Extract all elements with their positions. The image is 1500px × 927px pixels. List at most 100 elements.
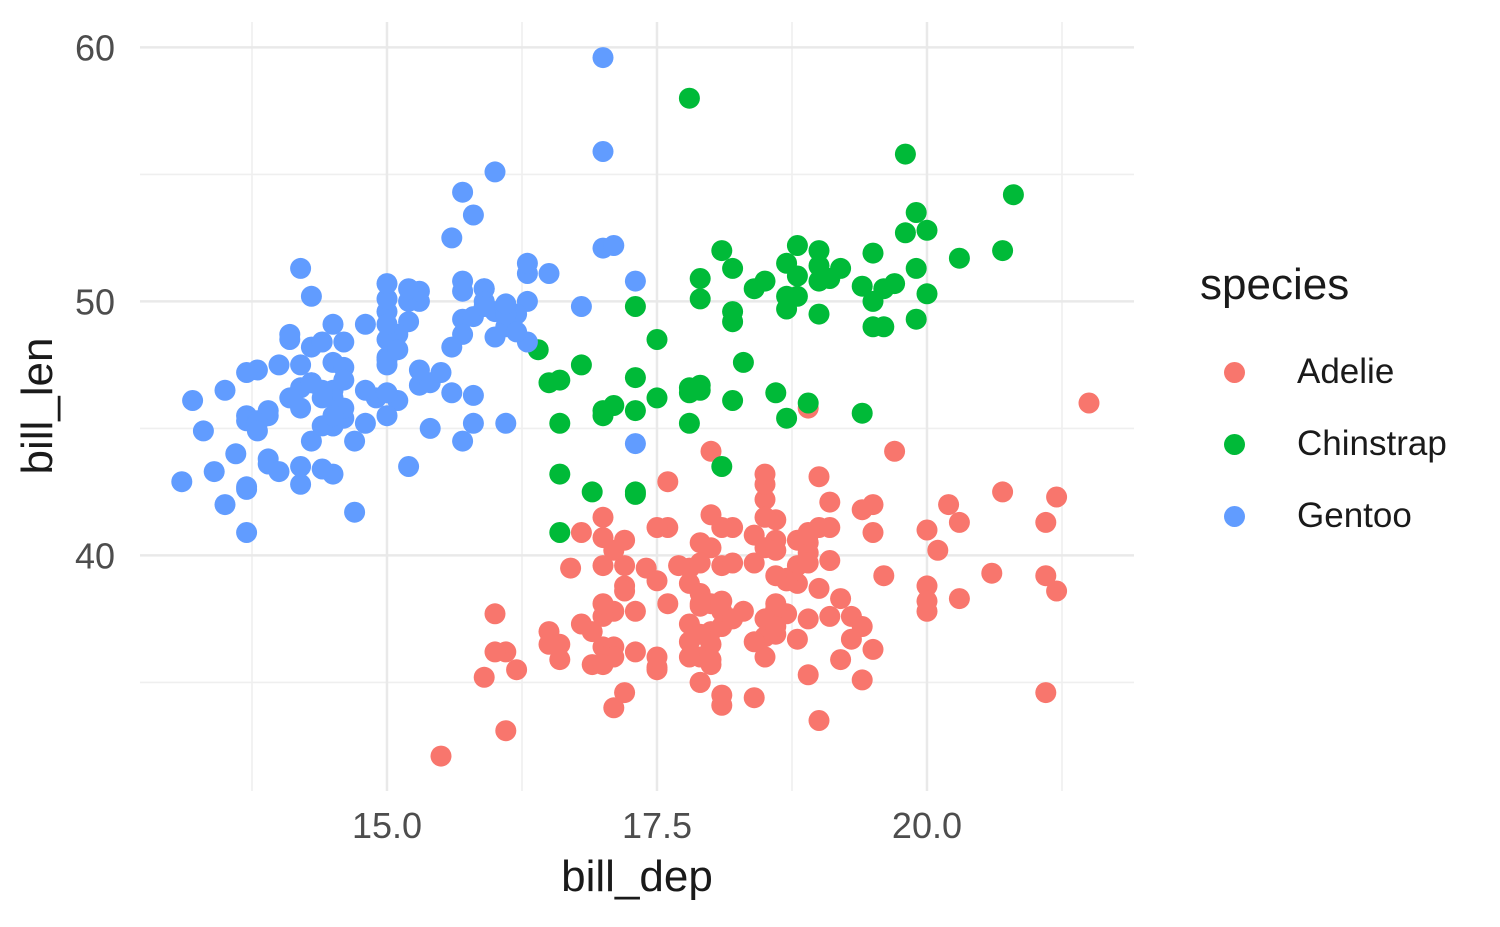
data-point-chinstrap xyxy=(689,288,711,310)
data-point-gentoo xyxy=(452,181,474,203)
data-point-gentoo xyxy=(441,382,463,404)
data-point-gentoo xyxy=(462,412,484,434)
data-point-adelie xyxy=(743,631,765,653)
data-point-gentoo xyxy=(344,430,366,452)
data-point-adelie xyxy=(678,646,700,668)
data-point-adelie xyxy=(560,557,582,579)
data-point-adelie xyxy=(538,633,560,655)
data-point-adelie xyxy=(754,489,776,510)
data-point-adelie xyxy=(549,649,571,671)
data-point-gentoo xyxy=(387,339,409,361)
gentoo-dot-icon xyxy=(1224,505,1245,527)
data-point-chinstrap xyxy=(916,283,938,305)
data-point-adelie xyxy=(646,517,668,538)
data-point-adelie xyxy=(797,552,819,574)
data-point-adelie xyxy=(689,532,711,554)
y-tick-label: 50 xyxy=(75,281,115,322)
data-point-chinstrap xyxy=(851,275,873,297)
data-point-adelie xyxy=(851,669,873,691)
data-point-chinstrap xyxy=(916,219,938,241)
data-point-adelie xyxy=(743,687,765,709)
data-point-adelie xyxy=(614,529,636,551)
data-point-gentoo xyxy=(268,354,290,376)
data-point-adelie xyxy=(603,697,625,719)
data-point-chinstrap xyxy=(722,257,744,279)
data-point-adelie xyxy=(808,466,830,488)
data-point-adelie xyxy=(689,623,711,645)
data-point-gentoo xyxy=(495,412,517,434)
data-point-chinstrap xyxy=(948,247,970,269)
data-point-gentoo xyxy=(225,443,247,465)
legend-item-adelie: Adelie xyxy=(1200,336,1490,408)
y-tick-label: 60 xyxy=(75,27,115,68)
data-point-adelie xyxy=(592,654,614,676)
data-point-gentoo xyxy=(290,257,312,279)
data-point-chinstrap xyxy=(905,308,927,330)
data-point-chinstrap xyxy=(549,412,571,434)
data-point-gentoo xyxy=(333,369,355,391)
data-point-adelie xyxy=(743,552,765,574)
data-point-adelie xyxy=(614,555,636,577)
data-point-chinstrap xyxy=(711,456,733,477)
data-point-gentoo xyxy=(268,461,290,483)
data-point-adelie xyxy=(711,684,733,706)
data-point-chinstrap xyxy=(678,87,700,109)
data-point-adelie xyxy=(981,562,1003,584)
data-point-adelie xyxy=(830,649,852,671)
data-point-chinstrap xyxy=(776,407,798,429)
legend-items: Adelie Chinstrap Gentoo xyxy=(1200,336,1490,552)
data-point-gentoo xyxy=(290,456,312,477)
data-point-adelie xyxy=(765,539,787,561)
legend-label-chinstrap: Chinstrap xyxy=(1297,424,1447,463)
data-point-chinstrap xyxy=(722,301,744,323)
legend-title: species xyxy=(1200,260,1350,309)
data-point-adelie xyxy=(754,463,776,485)
data-point-chinstrap xyxy=(549,463,571,485)
data-point-gentoo xyxy=(171,471,193,493)
data-point-adelie xyxy=(797,608,819,630)
data-point-adelie xyxy=(948,511,970,533)
data-point-gentoo xyxy=(214,494,236,516)
data-point-gentoo xyxy=(624,433,646,455)
data-point-chinstrap xyxy=(873,316,895,338)
data-point-chinstrap xyxy=(894,222,916,244)
data-point-adelie xyxy=(884,440,906,462)
y-axis-title: bill_len xyxy=(13,337,62,475)
x-tick-label: 15.0 xyxy=(352,805,422,846)
data-point-chinstrap xyxy=(581,481,603,503)
data-point-gentoo xyxy=(376,405,398,427)
data-point-gentoo xyxy=(182,390,204,411)
data-point-gentoo xyxy=(462,384,484,406)
data-point-gentoo xyxy=(570,296,592,317)
data-point-gentoo xyxy=(246,420,268,442)
data-point-chinstrap xyxy=(549,522,571,543)
legend-item-chinstrap: Chinstrap xyxy=(1200,408,1490,480)
data-point-adelie xyxy=(1035,565,1057,587)
data-point-chinstrap xyxy=(711,240,733,262)
data-point-gentoo xyxy=(322,405,344,427)
data-point-gentoo xyxy=(452,430,474,452)
data-point-gentoo xyxy=(214,379,236,401)
data-point-adelie xyxy=(797,664,819,686)
data-point-adelie xyxy=(657,471,679,493)
data-point-chinstrap xyxy=(624,367,646,389)
data-point-gentoo xyxy=(236,522,258,543)
data-point-gentoo xyxy=(376,382,398,404)
x-tick-label: 20.0 xyxy=(892,805,962,846)
data-point-chinstrap xyxy=(797,392,819,414)
data-point-gentoo xyxy=(300,285,322,307)
data-point-gentoo xyxy=(333,331,355,353)
data-point-adelie xyxy=(700,440,722,462)
data-point-adelie xyxy=(570,522,592,543)
data-point-adelie xyxy=(873,565,895,587)
data-point-chinstrap xyxy=(732,351,754,373)
data-point-chinstrap xyxy=(992,240,1014,262)
data-point-chinstrap xyxy=(808,270,830,292)
data-point-chinstrap xyxy=(538,372,560,394)
data-point-adelie xyxy=(689,671,711,693)
data-point-adelie xyxy=(592,555,614,577)
data-point-chinstrap xyxy=(905,257,927,279)
data-point-adelie xyxy=(754,506,776,528)
data-point-chinstrap xyxy=(570,354,592,376)
